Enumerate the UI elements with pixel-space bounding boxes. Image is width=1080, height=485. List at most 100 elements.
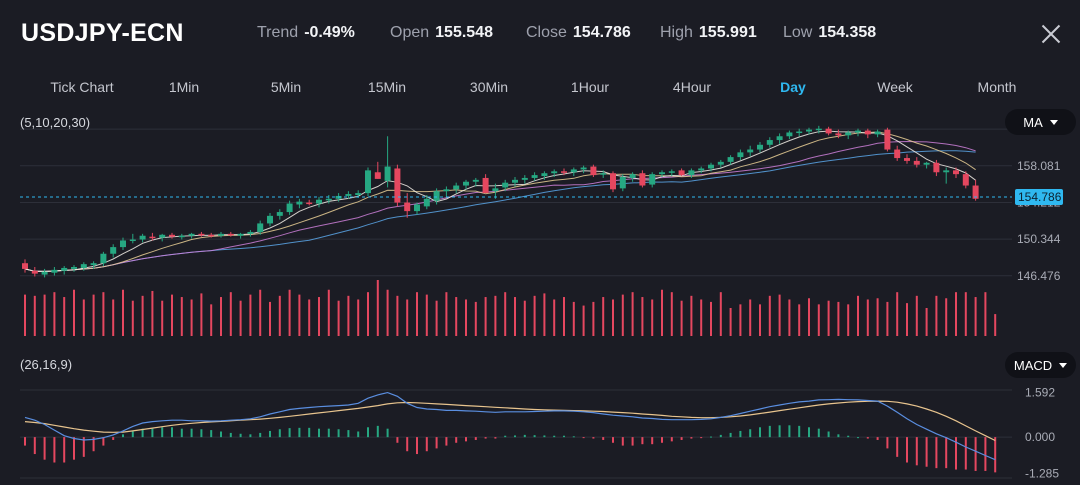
volume-bar [318,297,320,336]
candle-body [551,171,558,174]
price-axis-tick: 150.344 [1017,232,1061,246]
volume-bar [602,297,605,336]
volume-bar [994,314,997,336]
tab-5min[interactable]: 5Min [270,79,302,95]
tab-week[interactable]: Week [877,79,913,95]
volume-bar [278,295,281,336]
candle-body [257,223,264,232]
macd-histogram-bar [376,425,379,438]
candle-body [668,171,675,173]
candle-body [227,233,234,236]
volume-bar [386,289,389,336]
volume-bar [484,297,487,336]
candle-body [139,235,146,240]
volume-bar [710,301,712,336]
candle-body [815,128,822,131]
macd-histogram-bar [641,437,644,445]
macd-histogram-bar [239,433,242,438]
candle-body [374,172,381,179]
macd-histogram-bar [533,435,536,438]
volume-bar [24,294,26,336]
tab-day[interactable]: Day [780,79,806,95]
macd-histogram-bar [964,437,967,470]
volume-bar [817,304,820,336]
candle-body [423,198,430,207]
macd-histogram-bar [651,437,654,445]
volume-bar [886,301,889,336]
macd-histogram-bar [82,437,85,457]
candle-body [531,175,538,178]
ma-indicator-dropdown[interactable]: MA [1005,109,1076,135]
candle-body [953,170,959,175]
volume-bar [298,294,301,336]
timeframe-tabs: Tick Chart 1Min 5Min 15Min 30Min 1Hour 4… [0,72,1080,102]
candle-body [521,177,528,180]
candle-body [276,212,283,216]
volume-bar [33,295,36,336]
macd-histogram-bar [63,437,66,463]
tab-1min[interactable]: 1Min [168,79,200,95]
volume-bar [749,299,752,336]
macd-histogram-bar [210,430,213,438]
volume-bar [161,300,164,336]
tab-tick-chart[interactable]: Tick Chart [50,79,114,95]
volume-bar [435,300,438,336]
macd-histogram-bar [866,437,869,439]
stat-label: Trend [257,24,299,41]
volume-bar [768,295,771,336]
candle-body [71,267,77,269]
macd-histogram-bar [710,436,712,438]
volume-bar [984,292,987,336]
candle-body [188,233,195,236]
volume-bar [808,298,810,336]
candle-body [923,162,930,165]
ma20-line [24,140,976,272]
volume-bar [543,293,546,336]
candle-body [159,234,166,238]
macd-histogram-bar [308,427,311,438]
candle-body [904,158,910,161]
candle-body [541,173,548,177]
tab-30min[interactable]: 30Min [469,79,509,95]
macd-histogram-bar [915,437,918,466]
candle-body [51,269,58,273]
candle-body [453,185,460,190]
macd-histogram-bar [572,436,575,438]
candle-body [835,133,842,136]
volume-bar [73,289,75,336]
volume-bar [180,297,183,336]
volume-bar [494,295,497,336]
macd-axis-tick: 1.592 [1025,385,1055,399]
macd-histogram-bar [621,437,624,446]
chevron-down-icon [1059,362,1068,368]
macd-histogram-bar [455,437,458,443]
macd-histogram-bar [288,428,291,438]
candle-body [806,129,812,132]
macd-histogram-bar [553,435,556,438]
candle-body [913,160,920,165]
ma-params: (5,10,20,30) [20,115,91,130]
candle-body [218,233,224,236]
tab-month[interactable]: Month [977,79,1017,95]
macd-histogram-bar [53,437,56,463]
candle-body [717,161,724,165]
volume-bar [690,295,693,336]
tab-4hour[interactable]: 4Hour [672,79,712,95]
volume-bar [729,308,732,336]
candle-body [786,132,793,137]
volume-bar [474,301,477,336]
macd-histogram-bar [161,427,164,438]
volume-bar [925,308,928,336]
volume-bar [974,297,977,336]
volume-bar [112,299,115,336]
macd-histogram-bar [200,429,203,438]
candle-body [629,174,636,178]
tab-15min[interactable]: 15Min [367,79,407,95]
macd-histogram-bar [416,437,418,455]
tab-1hour[interactable]: 1Hour [570,79,610,95]
macd-indicator-dropdown[interactable]: MACD [1005,352,1076,378]
macd-histogram-bar [43,437,46,460]
candle-body [708,164,714,169]
candle-body [414,204,420,212]
